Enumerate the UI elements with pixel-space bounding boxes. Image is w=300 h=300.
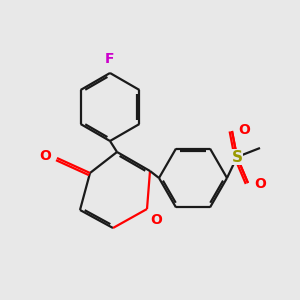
Text: O: O — [255, 178, 266, 191]
Text: O: O — [238, 122, 250, 136]
Text: O: O — [151, 214, 163, 227]
Text: F: F — [105, 52, 115, 66]
Text: S: S — [232, 149, 242, 164]
Text: O: O — [40, 149, 52, 164]
